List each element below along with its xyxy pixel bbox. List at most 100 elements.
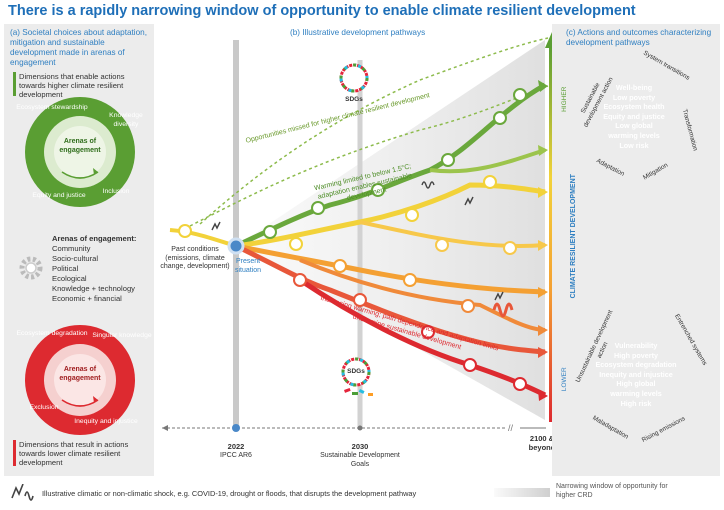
axis-2030-sub: Sustainable Development Goals [320, 452, 400, 468]
node [483, 175, 497, 189]
higher-label: HIGHER [560, 86, 568, 112]
red-seg-3: Exclusion [29, 404, 59, 411]
orange-branch [299, 258, 546, 332]
window-legend-swatch [494, 488, 550, 497]
red-seg-2: Singular knowledge [92, 332, 152, 339]
node [435, 238, 449, 252]
yellow-pathway [235, 182, 546, 249]
arena-1: Community [52, 244, 91, 253]
yellow-branch [359, 220, 546, 248]
arrow-yellow [538, 187, 548, 198]
node [371, 183, 385, 197]
arena-5: Knowledge + technology [52, 284, 135, 293]
node [463, 358, 477, 372]
orange-pathway [235, 243, 546, 295]
outcome-low-global: Low global [615, 121, 653, 131]
sdg-fragments [343, 387, 373, 396]
node [503, 241, 517, 255]
outcome-vulnerability: Vulnerability [614, 341, 658, 350]
red-outcomes: Vulnerability High poverty Ecosystem deg… [592, 341, 680, 408]
outcome-high-warming: warming levels [610, 388, 662, 398]
node [441, 153, 455, 167]
time-axis-arrow [162, 425, 168, 431]
sdgs-ring-top [339, 63, 369, 93]
arrow-green [538, 80, 548, 92]
missed-pathway-1 [189, 85, 549, 227]
arena-2: Socio-cultural [52, 254, 99, 263]
sdgs-label-bottom: SDGs [347, 368, 365, 375]
outcome-high-poverty: High poverty [614, 350, 658, 360]
node [311, 201, 325, 215]
outcome-ecosystem-degradation: Ecosystem degradation [595, 360, 677, 370]
arrow-orange [538, 287, 548, 298]
node [403, 273, 417, 287]
green-seg-2: Knowledge diversity [109, 112, 143, 128]
shock-wiggle [492, 302, 514, 318]
sdgs-label-top: SDGs [345, 96, 363, 103]
axis-2100: 2100 & beyond [528, 434, 556, 452]
red-wheel-center: Arenas of engagement [59, 366, 101, 382]
arrow-yellow-2 [538, 240, 548, 251]
green-wheel [25, 97, 135, 207]
panel-c-header: (c) Actions and outcomes characterizing … [566, 28, 712, 47]
axis-2022: 2022 [227, 442, 245, 451]
red-seg-1: Ecosystem degradation [16, 330, 88, 337]
node [333, 259, 347, 273]
node [178, 224, 192, 238]
node [421, 325, 435, 339]
window-legend-text: Narrowing window of opportunity for high… [556, 483, 668, 499]
panel-b-header: (b) Illustrative development pathways [290, 28, 426, 37]
green-seg-3: Equity and justice [32, 192, 86, 199]
crd-axis-label: CLIMATE RESILIENT DEVELOPMENT [569, 174, 577, 299]
arrow-green-2 [538, 145, 548, 156]
arrow-red [538, 347, 548, 358]
red-wheel [25, 325, 135, 435]
figure-title: There is a rapidly narrowing window of o… [8, 3, 636, 19]
node [513, 88, 527, 102]
green-seg-1: Ecosystem stewardship [16, 104, 88, 111]
outcome-low-poverty: Low poverty [612, 92, 656, 102]
outcome-warming-levels: warming levels [608, 130, 660, 140]
node [461, 299, 475, 313]
tick-2030 [357, 425, 363, 431]
present-situation-dot [227, 237, 245, 255]
missed-pathway-2 [199, 37, 549, 225]
shock-icon [211, 181, 504, 301]
green-indicator-bar [13, 72, 16, 96]
outcome-equity: Equity and justice [603, 111, 665, 121]
outcome-high-risk: High risk [620, 398, 652, 408]
arrow-orange-2 [538, 325, 548, 336]
node [289, 237, 303, 251]
axis-2022-sub: IPCC AR6 [220, 452, 252, 459]
panel-c [552, 24, 720, 476]
shock-legend-icon [11, 484, 34, 501]
result-dimensions-text: Dimensions that result in actions toward… [19, 440, 129, 467]
red-seg-4: Inequity and injustice [74, 418, 138, 425]
node [493, 111, 507, 125]
tick-2022 [232, 424, 240, 432]
arrow-red-2 [538, 390, 548, 401]
node [293, 273, 307, 287]
sdgs-ring-bottom [341, 357, 371, 387]
red-pathway [234, 243, 546, 355]
gear-icon [19, 256, 43, 280]
node [263, 225, 277, 239]
outcome-ecosystem-health: Ecosystem health [603, 102, 665, 112]
lower-label: LOWER [560, 367, 568, 392]
red-indicator-bar [13, 440, 16, 466]
svg-text://: // [508, 423, 514, 433]
present-situation-label: Present situation [234, 258, 262, 274]
green-wheel-center: Arenas of engagement [59, 138, 101, 154]
green-pathway [234, 82, 547, 249]
node [405, 208, 419, 222]
green-seg-4: Inclusion [102, 188, 130, 195]
past-conditions-label: Past conditions (emissions, climate chan… [160, 246, 230, 270]
enable-dimensions-text: Dimensions that enable actions towards h… [19, 72, 125, 99]
node [353, 293, 367, 307]
outcome-wellbeing: Well-being [615, 83, 653, 92]
axis-2030: 2030 [351, 442, 369, 451]
arenas-title: Arenas of engagement: [52, 234, 137, 243]
outcome-high-global: High global [616, 379, 656, 389]
arena-3: Political [52, 264, 79, 273]
